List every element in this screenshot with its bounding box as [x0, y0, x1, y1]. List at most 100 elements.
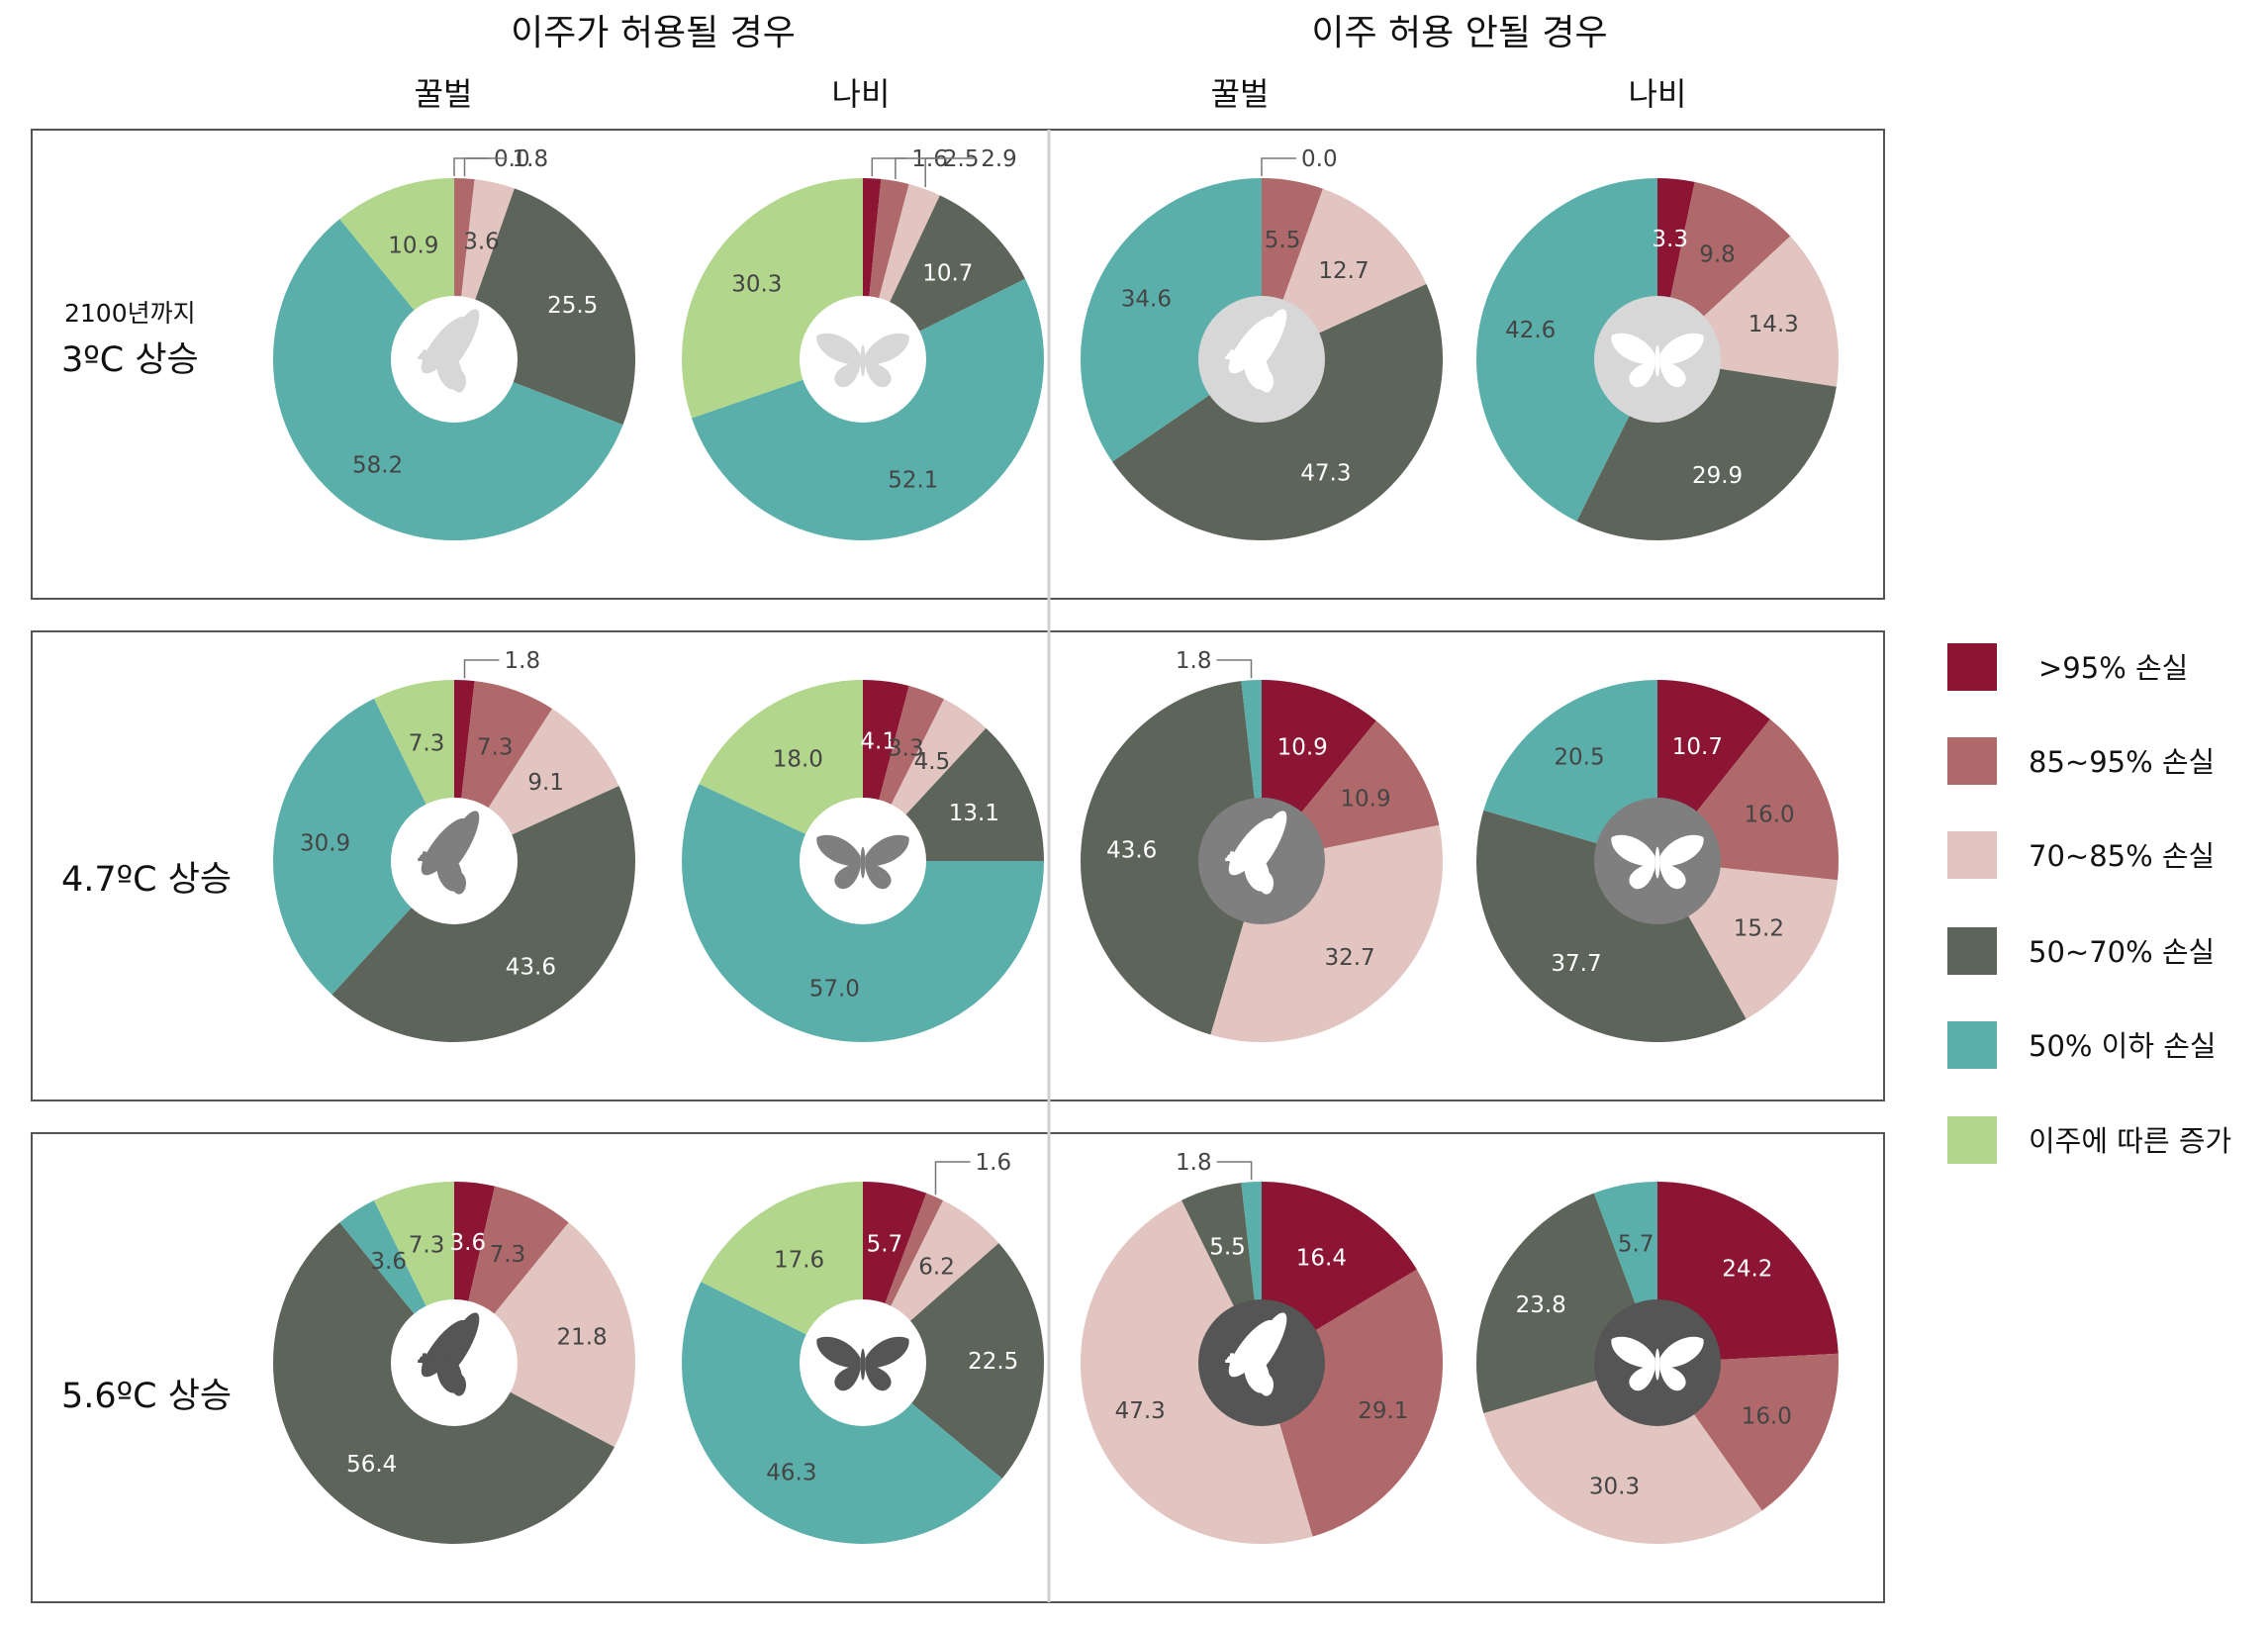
row-label-5-6c: 5.6ºC 상승	[61, 1377, 232, 1416]
data-label-50-70: 22.5	[968, 1349, 1018, 1375]
pie-slice-gt95	[1657, 1182, 1839, 1363]
row-frame-5-6c	[31, 1132, 1885, 1603]
legend-swatch-50-70	[1947, 927, 1997, 975]
leader-line	[1261, 157, 1296, 176]
pie-chart-1-2: 10.9 10.9 32.7 43.6 1.8	[1080, 648, 1443, 1043]
leader-line	[453, 157, 489, 176]
data-label-gt95: 3.6	[450, 1230, 487, 1256]
legend-label-gt95: >95% 손실	[2038, 651, 2188, 685]
pie-charts: 0.01.83.625.558.210.91.62.5 2.910.752.130…	[272, 146, 1840, 1545]
data-label-85-95: 3.3	[888, 735, 924, 761]
leader-line	[1216, 659, 1253, 679]
data-label-gt95: 0.0	[494, 146, 530, 172]
data-label-lt50: 46.3	[766, 1460, 816, 1485]
legend: >95% 손실 85~95% 손실 70~85% 손실 50~70% 손실 50…	[1947, 643, 2231, 1164]
data-label-50-70: 43.6	[1106, 838, 1157, 864]
data-label-85-95: 16.0	[1742, 1404, 1792, 1430]
data-label-50-70: 5.5	[1209, 1234, 1246, 1260]
data-label-85-95: 7.3	[477, 735, 514, 761]
pie-slice-50-70	[1080, 681, 1262, 1035]
pie-chart-0-0: 0.01.8 3.6 25.5 58.2 10.9	[273, 146, 636, 541]
row-label-year: 2100년까지	[64, 299, 196, 328]
legend-swatch-70-85	[1947, 831, 1997, 879]
data-label-lt50: 57.0	[809, 977, 860, 1003]
leader-line	[463, 659, 500, 679]
legend-label-gain: 이주에 따른 증가	[2029, 1124, 2231, 1158]
data-label-85-95: 10.9	[1340, 787, 1390, 813]
legend-label-70-85: 70~85% 손실	[2029, 839, 2215, 873]
pie-chart-1-3: 10.7 16.0 15.2 37.7 20.5	[1475, 680, 1839, 1043]
data-label-70-85: 32.7	[1324, 945, 1374, 971]
data-label-lt50: 30.9	[300, 830, 350, 856]
data-label-70-85: 21.8	[556, 1325, 607, 1351]
row-frame-3c	[31, 129, 1885, 600]
data-label-70-85: 14.3	[1748, 312, 1799, 337]
data-label-lt50: 20.5	[1554, 745, 1604, 771]
data-label-lt50: 58.2	[352, 453, 403, 479]
pie-chart-1-1: 4.13.34.5 13.1 57.0 18.0	[682, 680, 1044, 1043]
column-header-bee-no-migration: 꿀벌	[1211, 75, 1270, 113]
pie-slice-lt50	[272, 698, 454, 995]
pie-slice-70-85	[1080, 1199, 1313, 1545]
pie-slice-70-85	[1483, 1363, 1762, 1545]
data-label-85-95: 16.0	[1744, 803, 1794, 828]
data-label-70-85: 4.5	[914, 749, 951, 775]
data-label-lt50: 5.7	[1618, 1231, 1654, 1257]
data-label-gain: 10.9	[388, 234, 438, 259]
data-label-70-85: 3.6	[463, 230, 500, 255]
data-label-70-85: 9.1	[527, 770, 564, 796]
pie-slice-50-70	[1475, 810, 1747, 1043]
group-header-no-migration: 이주 허용 안될 경우	[1311, 13, 1607, 53]
column-header-butterfly-migration: 나비	[832, 75, 891, 113]
data-label-gt95: 10.9	[1277, 735, 1328, 761]
data-label-50-70: 56.4	[346, 1452, 397, 1478]
data-label-70-85: 47.3	[1115, 1398, 1166, 1424]
data-label-85-95: 7.3	[490, 1242, 526, 1268]
legend-swatch-gt95	[1947, 643, 1997, 691]
data-label-gain: 17.6	[774, 1248, 824, 1274]
data-label-gain: 7.3	[409, 731, 445, 757]
leader-line	[1216, 1161, 1253, 1181]
data-label-lt50: 3.6	[370, 1249, 407, 1275]
data-label-lt50: 1.8	[1176, 1150, 1212, 1176]
column-header-butterfly-no-migration: 나비	[1629, 75, 1687, 113]
data-label-gt95: 4.1	[860, 728, 897, 754]
pie-chart-2-2: 16.4 29.1 47.3 5.5 1.8	[1080, 1150, 1443, 1545]
data-label-gain: 7.3	[409, 1233, 445, 1259]
row-label-3c: 3ºC 상승	[61, 340, 199, 380]
pie-chart-0-1: 1.62.5 2.9 10.7 52.1 30.3	[682, 146, 1044, 540]
data-label-85-95: 29.1	[1358, 1398, 1408, 1424]
data-label-85-95: 1.8	[513, 146, 549, 172]
data-label-85-95: 2.5	[943, 146, 980, 172]
pie-chart-2-0: 3.6 7.321.856.43.67.3	[272, 1182, 635, 1545]
pie-slice-70-85	[454, 1222, 635, 1448]
data-label-gt95: 0.0	[1301, 146, 1338, 172]
data-label-85-95: 1.6	[976, 1150, 1012, 1176]
legend-swatch-gain	[1947, 1116, 1997, 1164]
pie-slice-lt50	[1081, 178, 1262, 462]
data-label-50-70: 10.7	[922, 260, 973, 286]
data-label-gt95: 5.7	[867, 1231, 903, 1257]
pie-slice-50-70	[863, 1243, 1044, 1479]
data-label-50-70: 47.3	[1300, 461, 1351, 487]
data-label-gt95: 16.4	[1296, 1245, 1347, 1271]
data-label-70-85: 6.2	[918, 1255, 955, 1281]
data-label-lt50: 52.1	[888, 468, 938, 494]
data-label-gt95: 1.6	[911, 146, 948, 172]
legend-swatch-85-95	[1947, 737, 1997, 785]
data-label-gain: 30.3	[731, 272, 782, 298]
leader-line	[924, 157, 977, 188]
data-label-70-85: 30.3	[1589, 1474, 1640, 1499]
pie-chart-1-0: 1.8 7.3 9.1 43.6 30.9 7.3	[272, 648, 635, 1042]
data-label-50-70: 29.9	[1692, 463, 1743, 489]
data-label-50-70: 13.1	[949, 801, 999, 826]
data-label-lt50: 34.6	[1121, 287, 1172, 313]
pie-chart-2-1: 5.7 1.6 6.2 22.5 46.3 17.6	[682, 1150, 1044, 1544]
group-header-migration-allowed: 이주가 허용될 경우	[511, 13, 796, 53]
data-label-85-95: 5.5	[1265, 228, 1301, 253]
data-label-70-85: 12.7	[1318, 258, 1369, 284]
data-label-70-85: 15.2	[1734, 915, 1784, 941]
legend-label-lt50: 50% 이하 손실	[2029, 1029, 2217, 1063]
data-label-gt95: 1.8	[505, 648, 541, 674]
